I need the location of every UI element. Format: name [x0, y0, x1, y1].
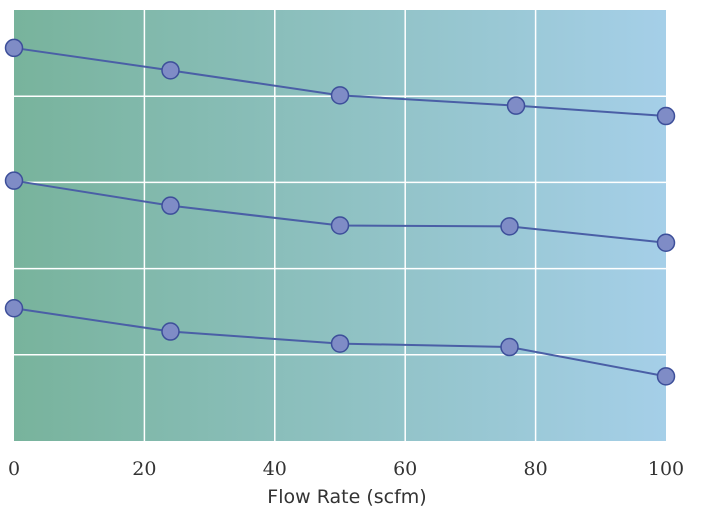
data-point — [330, 216, 350, 235]
x-axis-ticks: 0 20 40 60 80 100 — [8, 458, 684, 480]
data-point — [161, 61, 180, 80]
data-point — [506, 96, 526, 115]
x-tick-label: 20 — [132, 458, 156, 480]
x-tick-label: 0 — [8, 458, 20, 480]
data-point — [330, 86, 350, 105]
data-point — [4, 171, 24, 190]
x-tick-label: 100 — [648, 458, 684, 480]
data-point — [500, 337, 519, 357]
x-axis-label: Flow Rate (scfm) — [267, 486, 426, 508]
data-point — [656, 106, 676, 126]
data-point — [161, 196, 180, 215]
x-tick-label: 40 — [263, 458, 287, 480]
data-point — [656, 233, 676, 252]
data-point — [330, 334, 350, 353]
series-markers — [4, 38, 676, 386]
data-point — [4, 299, 24, 318]
x-tick-label: 60 — [393, 458, 417, 480]
data-point — [4, 38, 24, 58]
data-point — [161, 322, 180, 341]
data-point — [500, 217, 519, 236]
x-tick-label: 80 — [524, 458, 548, 480]
data-point — [656, 367, 676, 386]
